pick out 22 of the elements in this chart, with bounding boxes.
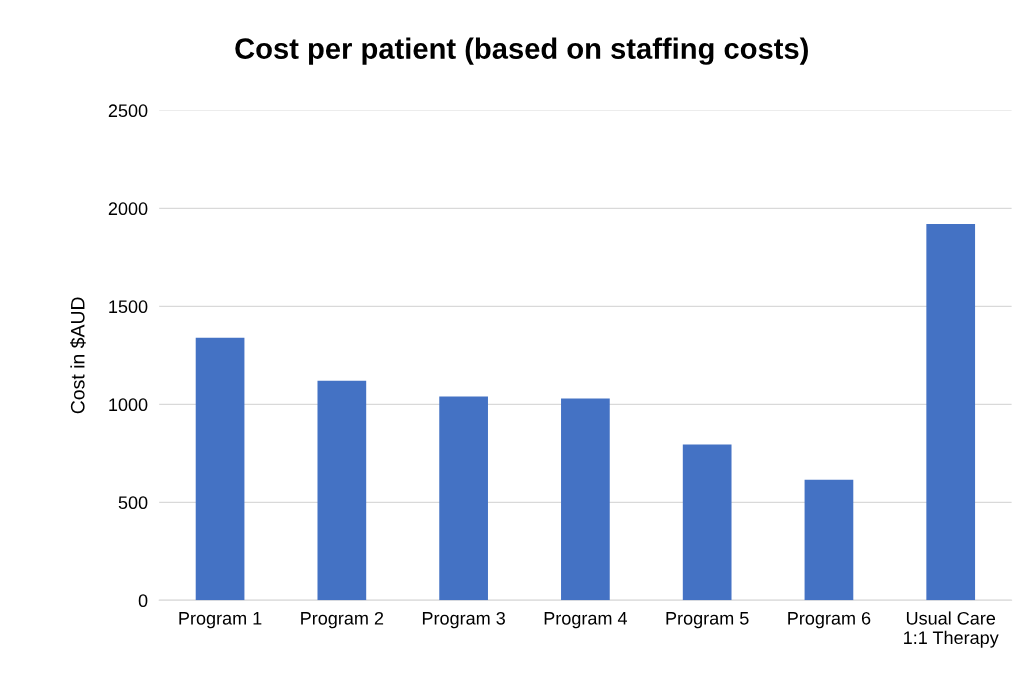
x-tick-label: Program 5 [666,612,749,629]
chart-title: Cost per patient (based on staffing costs) [235,37,808,65]
bar [804,479,854,601]
y-axis-title: Cost in $AUD [70,297,86,414]
x-tick-label: Program 6 [788,611,871,629]
x-tick-label: Program 1 [179,612,262,629]
x-tick-label: Usual Care 1:1 Therapy [904,611,999,648]
bar [926,224,976,601]
x-tick-label: Program 4 [544,612,628,629]
bar [439,396,488,601]
y-tick-label: 0 [138,594,148,608]
y-tick-label: 1000 [109,398,148,412]
x-tick-label: Program 3 [422,611,505,629]
bar [317,380,367,601]
bar [682,444,732,601]
bar [195,337,245,601]
y-tick-label: 1500 [109,300,148,314]
bar [561,398,610,601]
y-tick-label: 2000 [108,202,148,216]
y-tick-label: 500 [118,496,148,510]
y-tick-label: 2500 [108,104,148,118]
x-tick-label: Program 2 [301,611,384,629]
